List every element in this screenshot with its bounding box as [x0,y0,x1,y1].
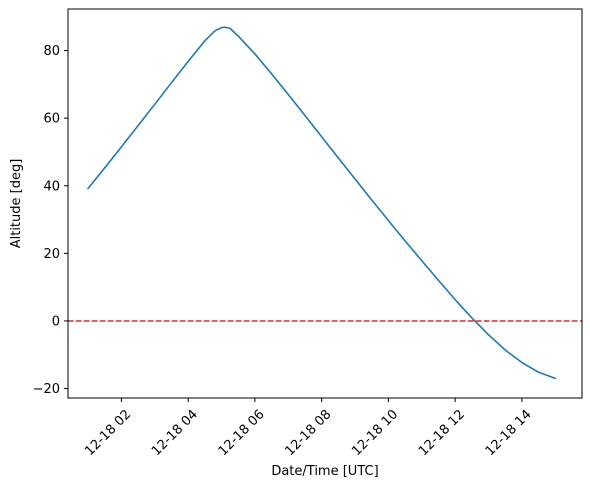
series-lines [88,27,555,378]
plot-area-frame [68,9,582,398]
y-tick-label: 60 [43,112,60,127]
altitude-series-line [88,27,555,378]
x-tick-label: 12-18 04 [149,407,201,459]
y-tick-label: 20 [43,247,60,262]
x-tick-label: 12-18 06 [216,407,268,459]
x-axis-ticks: 12-18 02 12-18 04 12-18 06 12-18 08 12-18 10… [82,398,534,459]
y-tick-label: 40 [43,179,60,194]
y-tick-label: 0 [52,314,60,329]
x-tick-label: 12-18 08 [282,407,334,459]
x-tick-label: 12-18 14 [483,407,535,459]
y-tick-label: 80 [43,44,60,59]
y-tick-label: −20 [33,382,60,397]
x-tick-label: 12-18 02 [82,407,134,459]
x-tick-label: 12-18 10 [349,407,401,459]
y-axis-label: Altitude [deg] [9,159,24,249]
y-axis-ticks: −20 0 20 40 60 80 [33,44,68,397]
x-axis-label: Date/Time [UTC] [271,464,378,479]
x-tick-label: 12-18 12 [416,407,468,459]
